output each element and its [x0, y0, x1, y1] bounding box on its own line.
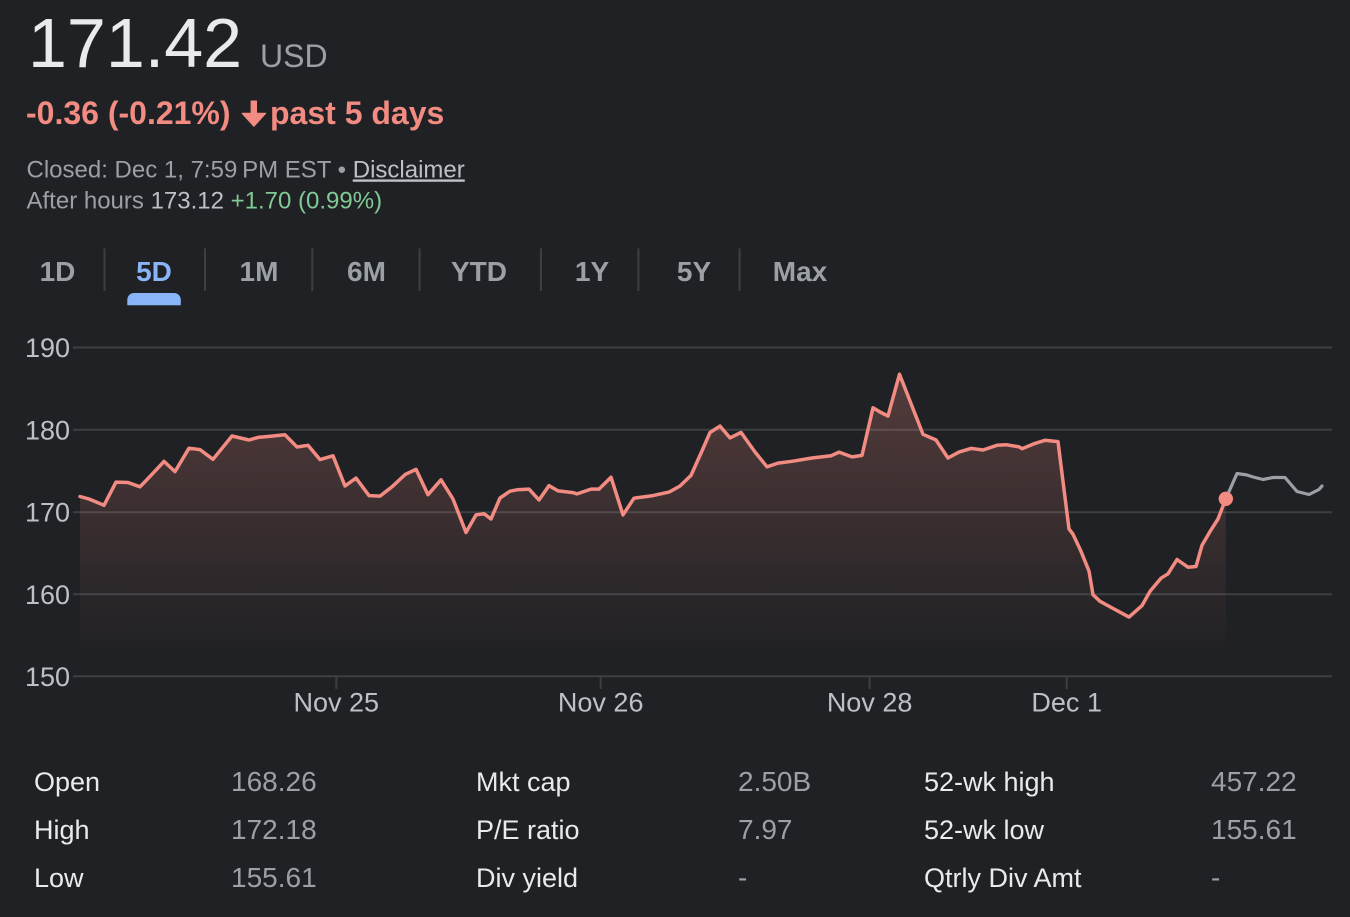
svg-text:1D: 1D — [40, 256, 76, 287]
svg-text:160: 160 — [25, 580, 70, 610]
svg-text:Mkt cap: Mkt cap — [476, 767, 571, 797]
svg-text:6M: 6M — [347, 256, 386, 287]
svg-text:Open: Open — [34, 767, 100, 797]
svg-text:5D: 5D — [136, 256, 172, 287]
svg-text:171.42: 171.42 — [28, 4, 242, 82]
svg-text:168.26: 168.26 — [231, 766, 317, 797]
svg-text:1M: 1M — [240, 256, 279, 287]
svg-text:Max: Max — [773, 256, 828, 287]
svg-text:Closed: Dec 1, 7:59 PM EST • D: Closed: Dec 1, 7:59 PM EST • Disclaimer — [27, 156, 465, 183]
svg-text:Nov 25: Nov 25 — [294, 688, 380, 718]
svg-text:Nov 26: Nov 26 — [558, 688, 644, 718]
svg-text:5Y: 5Y — [677, 256, 712, 287]
svg-text:52-wk high: 52-wk high — [924, 767, 1055, 797]
svg-text:-: - — [1211, 862, 1220, 893]
svg-text:USD: USD — [260, 38, 328, 74]
svg-text:Qtrly Div Amt: Qtrly Div Amt — [924, 863, 1082, 893]
svg-text:-0.36 (-0.21%): -0.36 (-0.21%) — [26, 95, 231, 131]
svg-text:Div yield: Div yield — [476, 863, 578, 893]
svg-text:1Y: 1Y — [575, 256, 610, 287]
svg-text:After hours 173.12 +1.70 (0.99: After hours 173.12 +1.70 (0.99%) — [27, 188, 383, 215]
svg-text:YTD: YTD — [451, 256, 507, 287]
svg-text:7.97: 7.97 — [738, 814, 793, 845]
svg-text:High: High — [34, 815, 90, 845]
svg-text:170: 170 — [25, 498, 70, 528]
svg-text:180: 180 — [25, 415, 70, 445]
svg-text:Low: Low — [34, 863, 84, 893]
svg-text:155.61: 155.61 — [231, 862, 317, 893]
svg-text:190: 190 — [25, 333, 70, 363]
svg-text:457.22: 457.22 — [1211, 766, 1297, 797]
svg-text:P/E ratio: P/E ratio — [476, 815, 580, 845]
svg-text:-: - — [738, 862, 747, 893]
svg-text:Nov 28: Nov 28 — [827, 688, 913, 718]
svg-text:155.61: 155.61 — [1211, 814, 1297, 845]
svg-text:52-wk low: 52-wk low — [924, 815, 1045, 845]
svg-text:past 5 days: past 5 days — [270, 95, 444, 131]
svg-text:2.50B: 2.50B — [738, 766, 811, 797]
svg-text:172.18: 172.18 — [231, 814, 317, 845]
svg-text:150: 150 — [25, 662, 70, 692]
svg-text:Dec 1: Dec 1 — [1031, 688, 1102, 718]
